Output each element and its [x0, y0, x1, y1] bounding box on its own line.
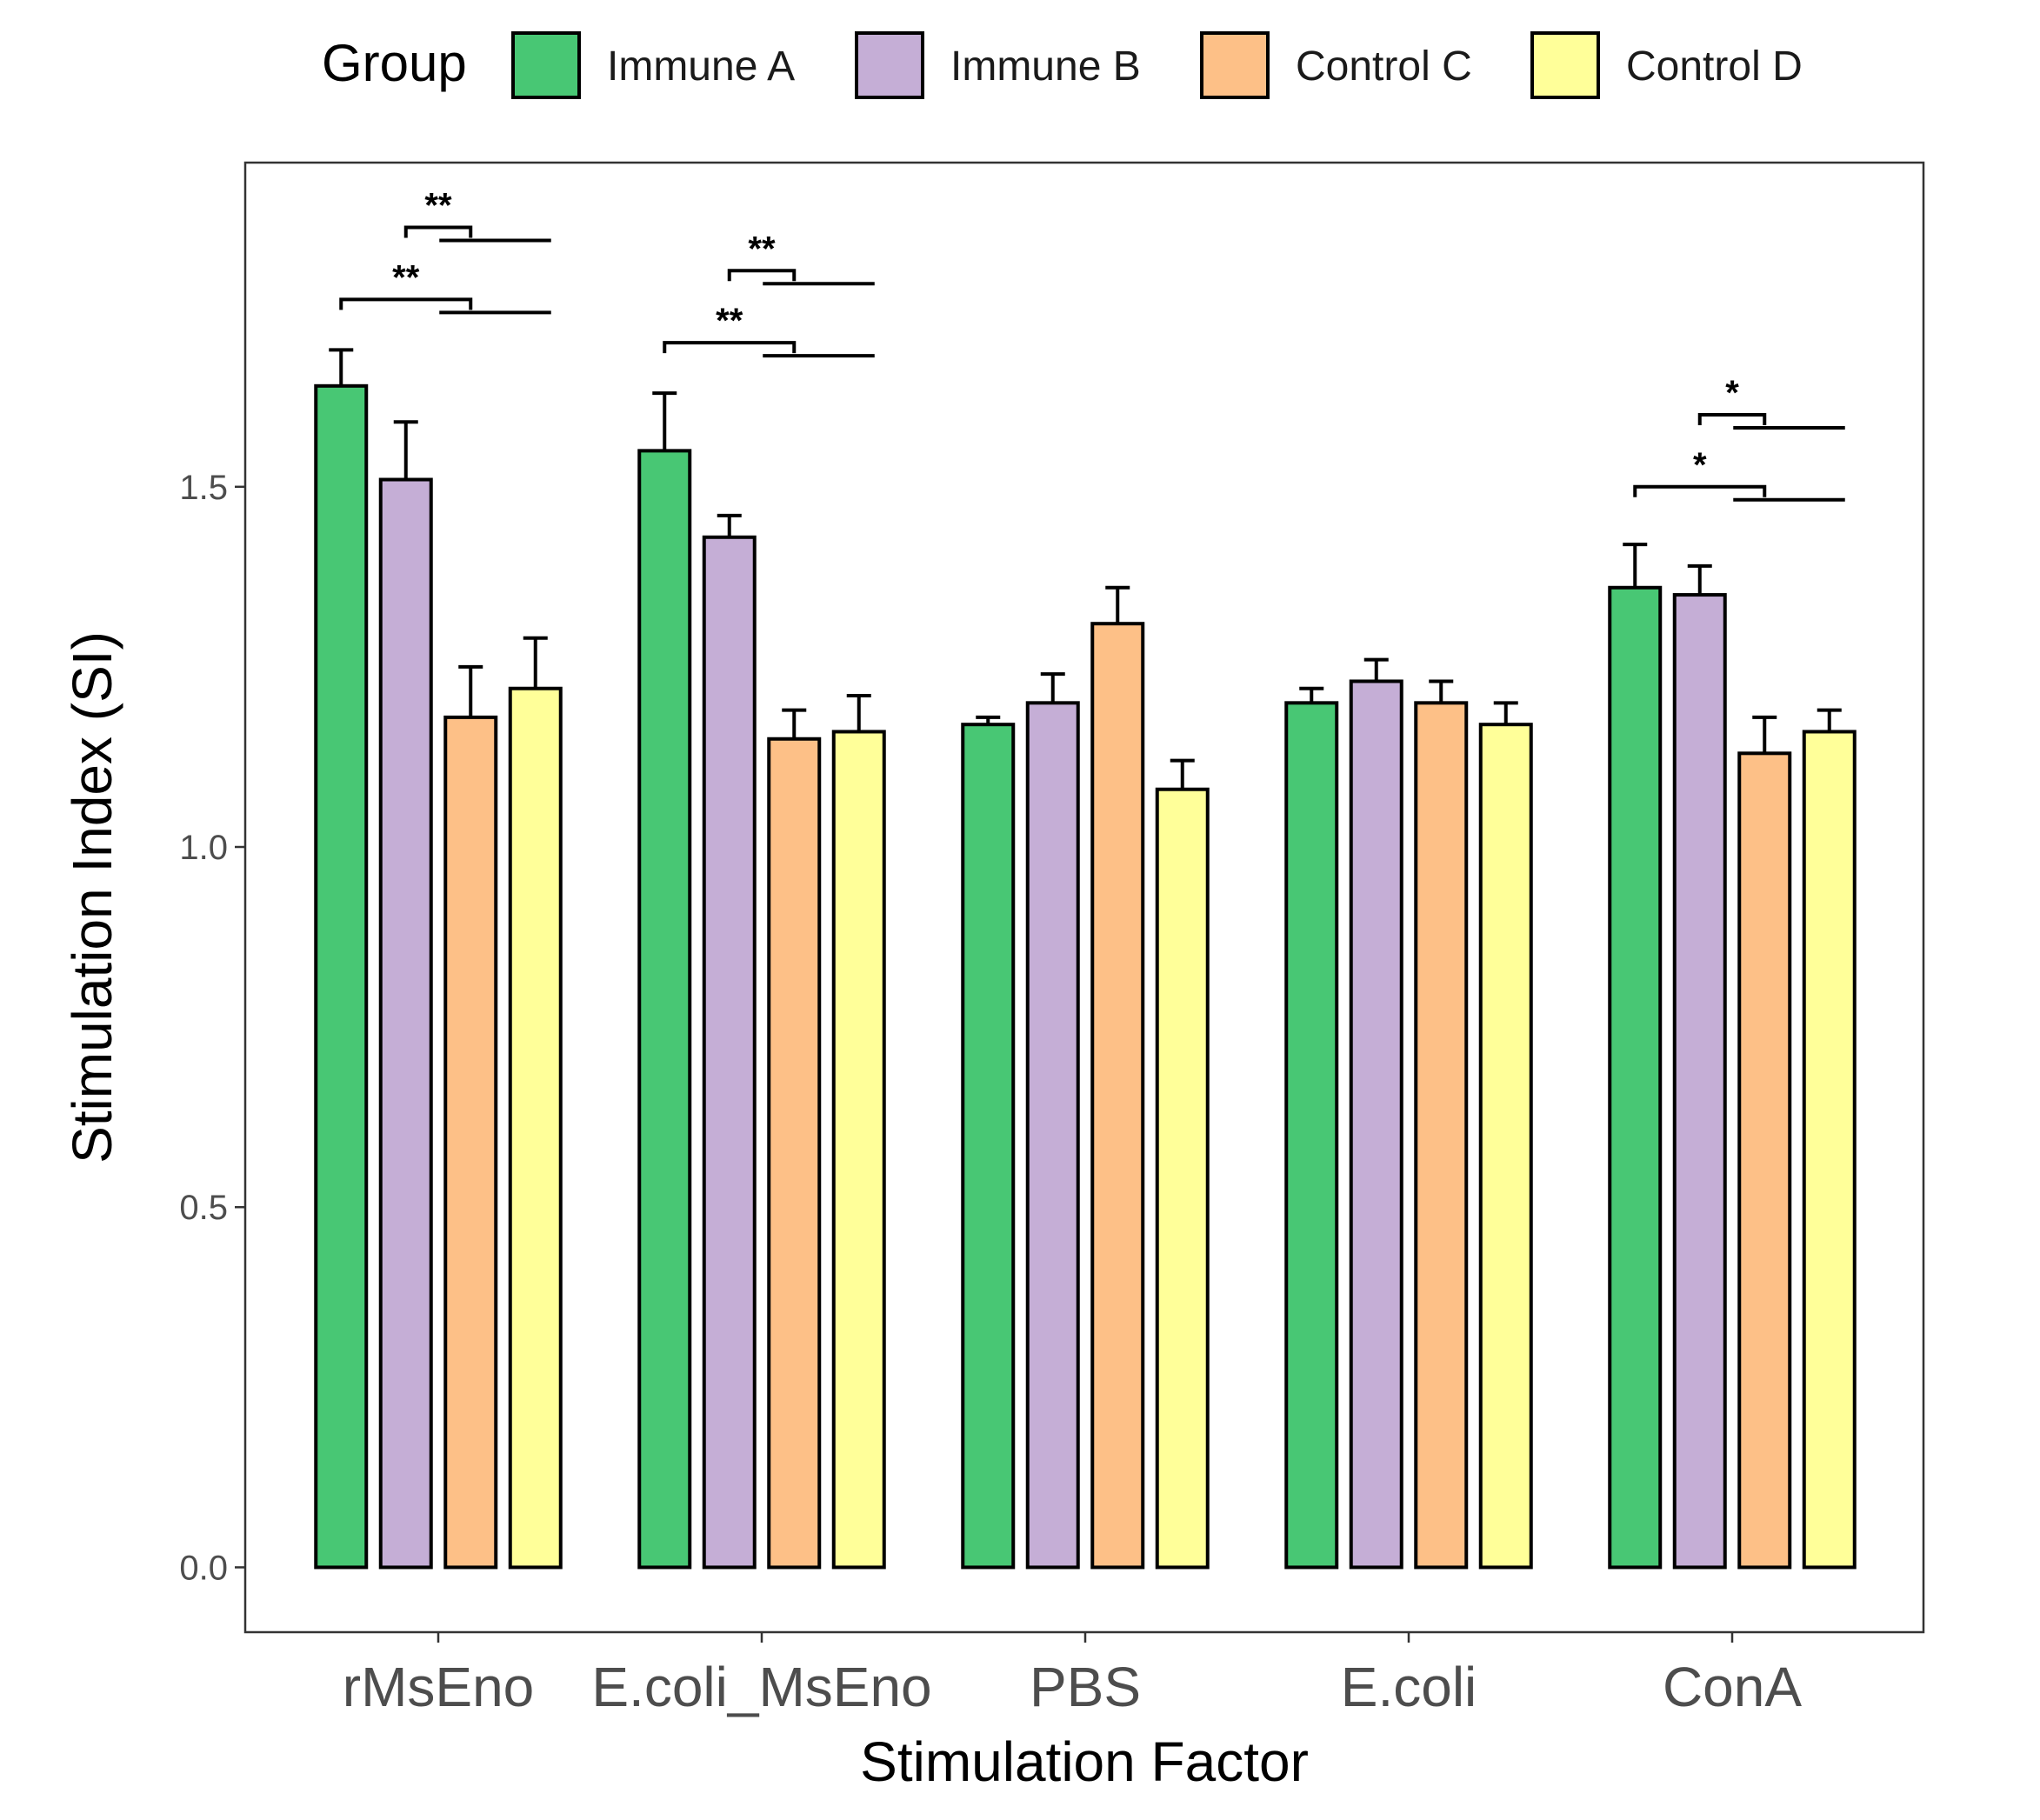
y-tick-label: 0.5 — [179, 1189, 228, 1227]
y-tick-label: 1.0 — [179, 829, 228, 867]
legend-label-control-d: Control D — [1626, 43, 1803, 90]
bar-immune-b-pbs — [1025, 701, 1080, 1570]
bar-control-d-rmseno — [508, 686, 563, 1570]
bar-immune-b-rmseno — [378, 477, 433, 1570]
significance-annotations: ********** — [339, 187, 1845, 502]
legend-label-immune-b: Immune B — [950, 43, 1141, 90]
legend-label-control-c: Control C — [1296, 43, 1472, 90]
legend-label-immune-a: Immune A — [607, 43, 795, 90]
y-axis-title: Stimulation Index (SI) — [61, 631, 123, 1163]
bar-immune-a-e-coli-mseno — [637, 449, 692, 1570]
legend-key-immune-a — [511, 31, 581, 99]
bar-immune-a-e-coli — [1284, 701, 1339, 1570]
x-tick-label: ConA — [1663, 1656, 1802, 1718]
bars — [314, 383, 1857, 1570]
bar-control-c-e-coli — [1414, 701, 1469, 1570]
significance-label: ** — [392, 258, 420, 297]
legend: Group Immune A Immune B Control C Control D — [322, 31, 1803, 99]
significance-bracket — [339, 297, 473, 310]
x-tick-label: PBS — [1030, 1656, 1141, 1718]
significance-bracket — [727, 269, 797, 282]
significance-bracket — [1697, 412, 1767, 425]
legend-key-control-c — [1200, 31, 1270, 99]
legend-key-immune-b — [855, 31, 924, 99]
bar-control-d-cona — [1802, 730, 1857, 1570]
bar-immune-a-cona — [1608, 585, 1663, 1570]
bar-control-c-cona — [1737, 751, 1792, 1570]
y-tick-label: 1.5 — [179, 469, 228, 507]
bar-control-d-e-coli-mseno — [831, 730, 886, 1570]
x-tick-label: E.coli_MsEno — [591, 1656, 931, 1718]
bar-control-d-pbs — [1155, 787, 1210, 1570]
significance-label: ** — [716, 302, 743, 340]
significance-bracket — [663, 341, 797, 354]
significance-bracket — [403, 225, 473, 238]
significance-label: * — [1725, 374, 1739, 412]
significance-label: * — [1693, 446, 1707, 484]
y-tick-label: 0.0 — [179, 1549, 228, 1587]
bar-immune-b-e-coli-mseno — [702, 535, 757, 1570]
significance-bracket — [1633, 484, 1767, 497]
x-tick-label: E.coli — [1341, 1656, 1477, 1718]
bar-immune-a-rmseno — [314, 383, 369, 1570]
x-axis-title: Stimulation Factor — [860, 1730, 1309, 1793]
y-axis: 0.0 0.5 1.0 1.5 — [179, 469, 245, 1587]
x-axis: rMsEno E.coli_MsEno PBS E.coli ConA — [343, 1632, 1802, 1718]
bar-immune-b-e-coli — [1349, 679, 1403, 1570]
significance-label: ** — [424, 187, 452, 225]
bar-control-d-e-coli — [1478, 723, 1533, 1570]
legend-title: Group — [322, 34, 467, 92]
bar-immune-a-pbs — [961, 723, 1016, 1570]
bar-control-c-e-coli-mseno — [767, 737, 822, 1570]
bar-control-c-pbs — [1090, 622, 1145, 1570]
significance-label: ** — [748, 230, 776, 268]
error-bars — [329, 348, 1842, 790]
legend-key-control-d — [1530, 31, 1600, 99]
x-tick-label: rMsEno — [343, 1656, 535, 1718]
bar-immune-b-cona — [1672, 593, 1727, 1570]
bar-control-c-rmseno — [443, 715, 498, 1570]
